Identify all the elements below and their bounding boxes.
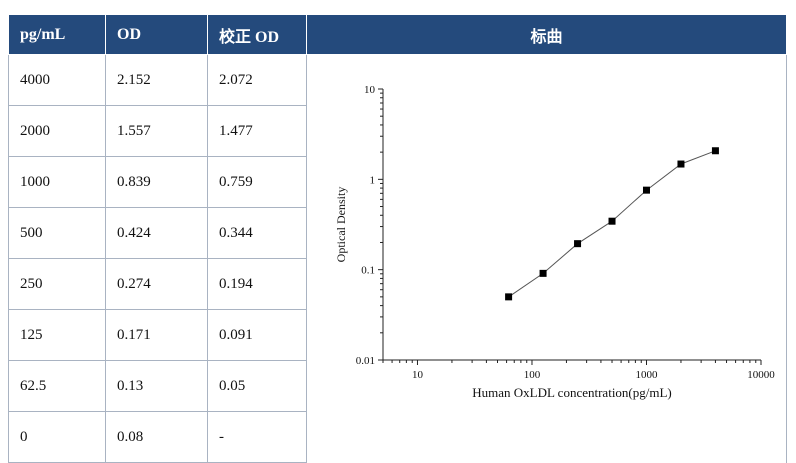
cell-concentration: 2000: [8, 105, 106, 157]
cell-concentration: 125: [8, 309, 106, 361]
cell-od: 0.424: [105, 207, 208, 259]
header-concentration: pg/mL: [8, 14, 106, 55]
cell-corrected-od: -: [207, 411, 307, 463]
data-point: [711, 147, 719, 155]
y-tick-label: 0.01: [356, 355, 375, 367]
cell-concentration: 1000: [8, 156, 106, 208]
cell-od: 0.13: [105, 360, 208, 412]
cell-corrected-od: 0.194: [207, 258, 307, 310]
x-tick-label: 100: [524, 369, 541, 381]
cell-od: 2.152: [105, 54, 208, 106]
data-point: [505, 293, 513, 301]
cell-concentration: 0: [8, 411, 106, 463]
x-tick-label: 10000: [747, 369, 775, 381]
y-tick-label: 0.1: [361, 265, 375, 277]
table-row: 125 0.171 0.091: [8, 309, 787, 361]
x-tick-label: 1000: [635, 369, 658, 381]
data-point: [608, 217, 616, 225]
table-row: 500 0.424 0.344: [8, 207, 787, 259]
cell-corrected-od: 1.477: [207, 105, 307, 157]
table-row: 250 0.274 0.194: [8, 258, 787, 310]
clipped-heading: [0, 0, 796, 6]
cell-od: 0.171: [105, 309, 208, 361]
header-corrected-od: 校正 OD: [207, 14, 307, 55]
cell-od: 0.08: [105, 411, 208, 463]
cell-od: 1.557: [105, 105, 208, 157]
x-tick-label: 10: [412, 369, 424, 381]
cell-concentration: 62.5: [8, 360, 106, 412]
y-axis-label: Optical Density: [334, 187, 348, 263]
data-point: [574, 240, 582, 248]
cell-corrected-od: 0.091: [207, 309, 307, 361]
y-tick-label: 10: [364, 84, 376, 96]
cell-od: 0.274: [105, 258, 208, 310]
standard-curve-table: pg/mL OD 校正 OD 标曲 4000 2.152 2.072 10 100 100…: [8, 14, 787, 463]
header-standard-curve: 标曲: [306, 14, 787, 55]
chart-cell: 10 100 1000 10000 0.01 0.1 1 10 Human OxLDL conc…: [306, 54, 787, 463]
table-row: 2000 1.557 1.477: [8, 105, 787, 157]
cell-corrected-od: 0.05: [207, 360, 307, 412]
cell-corrected-od: 2.072: [207, 54, 307, 106]
cell-od: 0.839: [105, 156, 208, 208]
data-point: [539, 269, 547, 277]
cell-concentration: 500: [8, 207, 106, 259]
data-point: [642, 186, 650, 194]
cell-concentration: 4000: [8, 54, 106, 106]
x-axis-label: Human OxLDL concentration(pg/mL): [472, 385, 672, 400]
header-od: OD: [105, 14, 208, 55]
data-point: [677, 160, 685, 168]
table-row: 62.5 0.13 0.05: [8, 360, 787, 412]
table-header-row: pg/mL OD 校正 OD 标曲: [8, 14, 787, 55]
y-tick-label: 1: [370, 174, 376, 186]
cell-corrected-od: 0.759: [207, 156, 307, 208]
cell-concentration: 250: [8, 258, 106, 310]
cell-corrected-od: 0.344: [207, 207, 307, 259]
standard-curve-chart: 10 100 1000 10000 0.01 0.1 1 10 Human OxLDL conc…: [334, 84, 775, 400]
table-row: 4000 2.152 2.072 10 100 1000 10000 0.01 0.1 1 10 Hu…: [8, 54, 787, 463]
